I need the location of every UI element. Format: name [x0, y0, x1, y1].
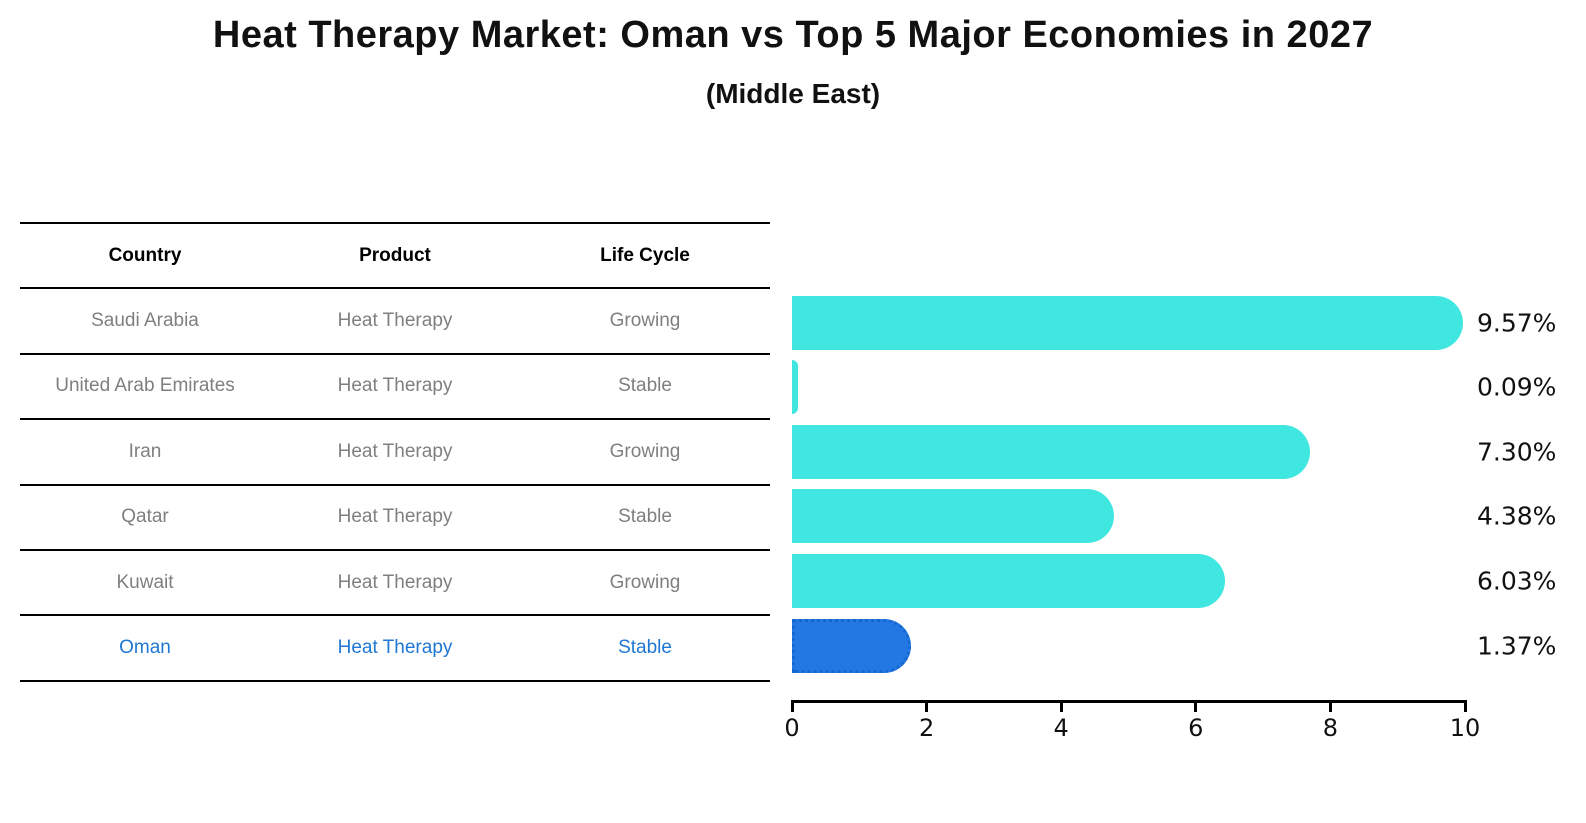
- life-cycle-cell: Stable: [618, 375, 672, 397]
- bar-highlight-oman: [792, 618, 912, 673]
- bar-value-label: 9.57%: [1477, 308, 1557, 337]
- life-cycle-cell: Stable: [618, 506, 672, 528]
- country-cell: Saudi Arabia: [91, 310, 199, 332]
- product-cell: Heat Therapy: [337, 375, 453, 397]
- life-cycle-cell: Growing: [609, 440, 681, 462]
- x-tick-label: 2: [918, 714, 935, 742]
- bar-iran: [792, 424, 1311, 479]
- product-cell: Heat Therapy: [337, 506, 453, 528]
- chart-title: Heat Therapy Market: Oman vs Top 5 Major…: [212, 14, 1374, 56]
- chart-subtitle: (Middle East): [705, 78, 881, 109]
- bar-value-label: 4.38%: [1477, 501, 1557, 531]
- country-table: Country Product Life Cycle Saudi Arabia …: [20, 222, 770, 682]
- bar-qatar: [792, 489, 1114, 544]
- table-row: United Arab Emirates Heat Therapy Stable: [20, 352, 770, 418]
- x-tick-label: 10: [1449, 714, 1481, 742]
- x-tick-label: 6: [1188, 714, 1204, 742]
- x-tick-label: 0: [784, 714, 800, 742]
- column-header-product: Product: [359, 244, 431, 266]
- table-row: Iran Heat Therapy Growing: [20, 418, 770, 483]
- product-cell: Heat Therapy: [337, 637, 453, 659]
- bar-saudi-arabia: [792, 295, 1464, 350]
- life-cycle-cell: Growing: [609, 310, 681, 332]
- bar-value-label: 7.30%: [1477, 437, 1557, 467]
- x-tick-mark: [790, 700, 794, 712]
- country-cell: Iran: [128, 440, 162, 462]
- bar-value-label: 0.09%: [1477, 372, 1557, 402]
- table-row: Oman Heat Therapy Stable: [20, 614, 770, 679]
- product-cell: Heat Therapy: [337, 571, 453, 593]
- x-tick-label: 4: [1053, 714, 1069, 742]
- table-row: Qatar Heat Therapy Stable: [20, 483, 770, 549]
- country-cell: Qatar: [121, 506, 169, 528]
- x-tick-label: 8: [1322, 714, 1339, 742]
- bar-value-label: 6.03%: [1477, 566, 1557, 596]
- product-cell: Heat Therapy: [337, 440, 453, 462]
- country-cell: Kuwait: [116, 571, 174, 593]
- bar-kuwait: [792, 553, 1225, 608]
- life-cycle-cell: Growing: [609, 571, 681, 593]
- x-tick-mark: [1059, 700, 1063, 712]
- column-header-country: Country: [108, 244, 182, 266]
- product-cell: Heat Therapy: [337, 310, 453, 332]
- table-row: Saudi Arabia Heat Therapy Growing: [20, 287, 770, 352]
- table-row: Kuwait Heat Therapy Growing: [20, 548, 770, 614]
- x-tick-mark: [1328, 700, 1332, 712]
- table-header-row: Country Product Life Cycle: [20, 222, 770, 287]
- column-header-life-cycle: Life Cycle: [600, 244, 690, 266]
- country-cell: Oman: [119, 637, 171, 659]
- bar-value-label: 1.37%: [1477, 631, 1557, 660]
- x-tick-mark: [1463, 700, 1467, 712]
- life-cycle-cell: Stable: [618, 637, 672, 659]
- x-tick-mark: [925, 700, 929, 712]
- x-axis-line: [791, 700, 1467, 703]
- bar-united-arab-emirates: [792, 360, 799, 415]
- country-cell: United Arab Emirates: [55, 375, 235, 397]
- x-tick-mark: [1194, 700, 1198, 712]
